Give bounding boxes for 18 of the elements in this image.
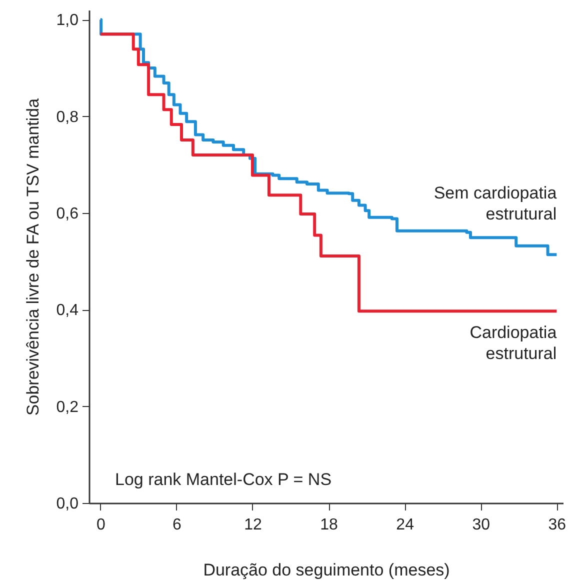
x-tick-label: 36 bbox=[548, 516, 566, 534]
x-tick-label: 12 bbox=[244, 516, 262, 534]
y-tick-label: 0,0 bbox=[56, 496, 79, 512]
x-tick-label: 6 bbox=[172, 516, 182, 534]
annotation: Log rank Mantel-Cox P = NS bbox=[115, 470, 332, 489]
y-tick-label: 0,2 bbox=[56, 398, 79, 416]
y-tick-label: 1,0 bbox=[56, 12, 79, 30]
x-tick-label: 0 bbox=[96, 516, 106, 534]
y-axis-title: Sobrevivência livre de FA ou TSV mantida bbox=[23, 98, 42, 416]
x-tick-label: 18 bbox=[320, 516, 338, 534]
x-tick-label: 30 bbox=[472, 516, 490, 534]
series-label: Cardiopatia estrutural bbox=[470, 323, 558, 364]
y-tick-label: 0,8 bbox=[56, 108, 79, 126]
y-tick-label: 0,6 bbox=[56, 206, 79, 222]
x-tick-label: 24 bbox=[396, 516, 414, 534]
y-tick-label: 0,4 bbox=[56, 302, 79, 320]
series-label: Sem cardiopatia estrutural bbox=[434, 184, 558, 224]
x-axis-title: Duração do seguimento (meses) bbox=[203, 560, 450, 580]
